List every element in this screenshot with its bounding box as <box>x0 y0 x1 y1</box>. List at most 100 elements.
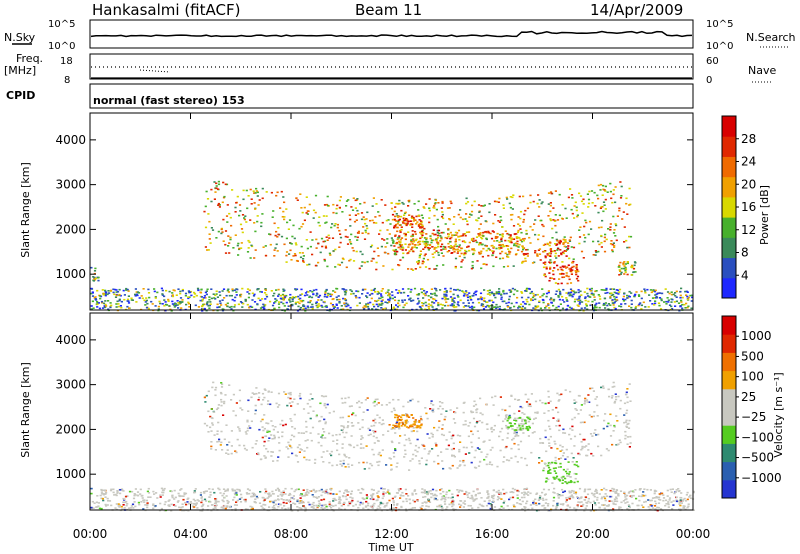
data-cell <box>465 197 468 200</box>
data-cell <box>555 257 558 259</box>
data-cell <box>362 411 365 413</box>
data-cell <box>578 229 581 231</box>
data-cell <box>377 290 380 293</box>
data-cell <box>264 288 267 290</box>
data-cell <box>272 428 275 431</box>
data-cell <box>432 239 435 242</box>
freq-frame <box>89 53 694 80</box>
data-cell <box>199 494 202 496</box>
data-cell <box>416 430 419 433</box>
data-cell <box>538 300 541 303</box>
data-cell <box>651 507 654 509</box>
data-cell <box>547 509 550 512</box>
data-cell <box>396 238 399 241</box>
data-cell <box>216 296 219 298</box>
data-cell <box>437 407 440 410</box>
data-cell <box>314 458 317 461</box>
data-cell <box>478 420 481 422</box>
data-cell <box>576 496 579 498</box>
data-cell <box>580 294 583 296</box>
data-cell <box>342 258 345 261</box>
data-cell <box>450 245 453 248</box>
data-cell <box>561 454 565 457</box>
data-cell <box>391 213 395 216</box>
data-cell <box>263 508 266 510</box>
data-cell <box>332 250 335 252</box>
data-cell <box>442 434 445 437</box>
data-cell <box>674 292 677 294</box>
data-cell <box>582 198 585 201</box>
data-cell <box>527 398 530 401</box>
data-cell <box>437 243 440 246</box>
data-cell <box>435 308 438 310</box>
data-cell <box>412 417 415 419</box>
data-cell <box>377 255 380 257</box>
data-cell <box>542 244 545 246</box>
data-cell <box>626 246 629 249</box>
data-cell <box>430 288 433 290</box>
data-cell <box>516 243 519 245</box>
data-cell <box>324 437 327 439</box>
data-cell <box>479 292 483 295</box>
data-cell <box>430 496 433 499</box>
power-cbar-label: Power [dB] <box>758 185 771 245</box>
data-cell <box>509 425 512 428</box>
data-cell <box>554 282 557 284</box>
data-cell <box>314 264 317 267</box>
data-cell <box>264 457 267 459</box>
data-cell <box>235 451 238 454</box>
data-cell <box>425 304 428 307</box>
data-cell <box>586 493 590 496</box>
data-cell <box>613 298 616 300</box>
data-cell <box>385 464 388 466</box>
data-cell <box>244 431 247 433</box>
data-cell <box>522 195 525 198</box>
data-cell <box>315 415 318 418</box>
data-cell <box>417 261 421 264</box>
data-cell <box>572 457 575 459</box>
data-cell <box>438 420 441 422</box>
data-cell <box>420 419 423 421</box>
data-cell <box>587 198 591 201</box>
data-cell <box>587 500 590 503</box>
data-cell <box>254 192 257 194</box>
data-cell <box>539 442 542 444</box>
data-cell <box>92 507 95 509</box>
data-cell <box>358 428 362 430</box>
data-cell <box>477 204 481 206</box>
data-cell <box>267 400 270 402</box>
data-cell <box>161 294 164 296</box>
data-cell <box>496 240 499 242</box>
data-cell <box>603 487 606 490</box>
data-cell <box>393 218 396 221</box>
data-cell <box>404 449 407 452</box>
data-cell <box>205 293 208 296</box>
data-cell <box>422 231 425 234</box>
data-cell <box>449 237 452 240</box>
data-cell <box>260 458 263 460</box>
data-cell <box>624 502 627 504</box>
data-cell <box>159 302 162 305</box>
data-cell <box>524 422 527 425</box>
data-cell <box>616 215 619 217</box>
data-cell <box>523 494 526 496</box>
data-cell <box>104 300 107 302</box>
data-cell <box>656 506 659 509</box>
data-cell <box>292 495 295 497</box>
data-cell <box>160 287 163 290</box>
data-cell <box>214 394 217 397</box>
data-cell <box>543 250 546 253</box>
data-cell <box>644 290 647 292</box>
data-cell <box>290 259 293 261</box>
data-cell <box>155 492 158 494</box>
data-cell <box>565 508 568 510</box>
data-cell <box>322 461 325 463</box>
data-cell <box>440 231 443 234</box>
data-cell <box>548 244 551 247</box>
data-cell <box>422 496 425 498</box>
data-cell <box>476 260 479 262</box>
y-tick-label: 3000 <box>55 178 86 192</box>
data-cell <box>293 253 297 255</box>
data-cell <box>251 507 254 510</box>
data-cell <box>274 301 277 303</box>
